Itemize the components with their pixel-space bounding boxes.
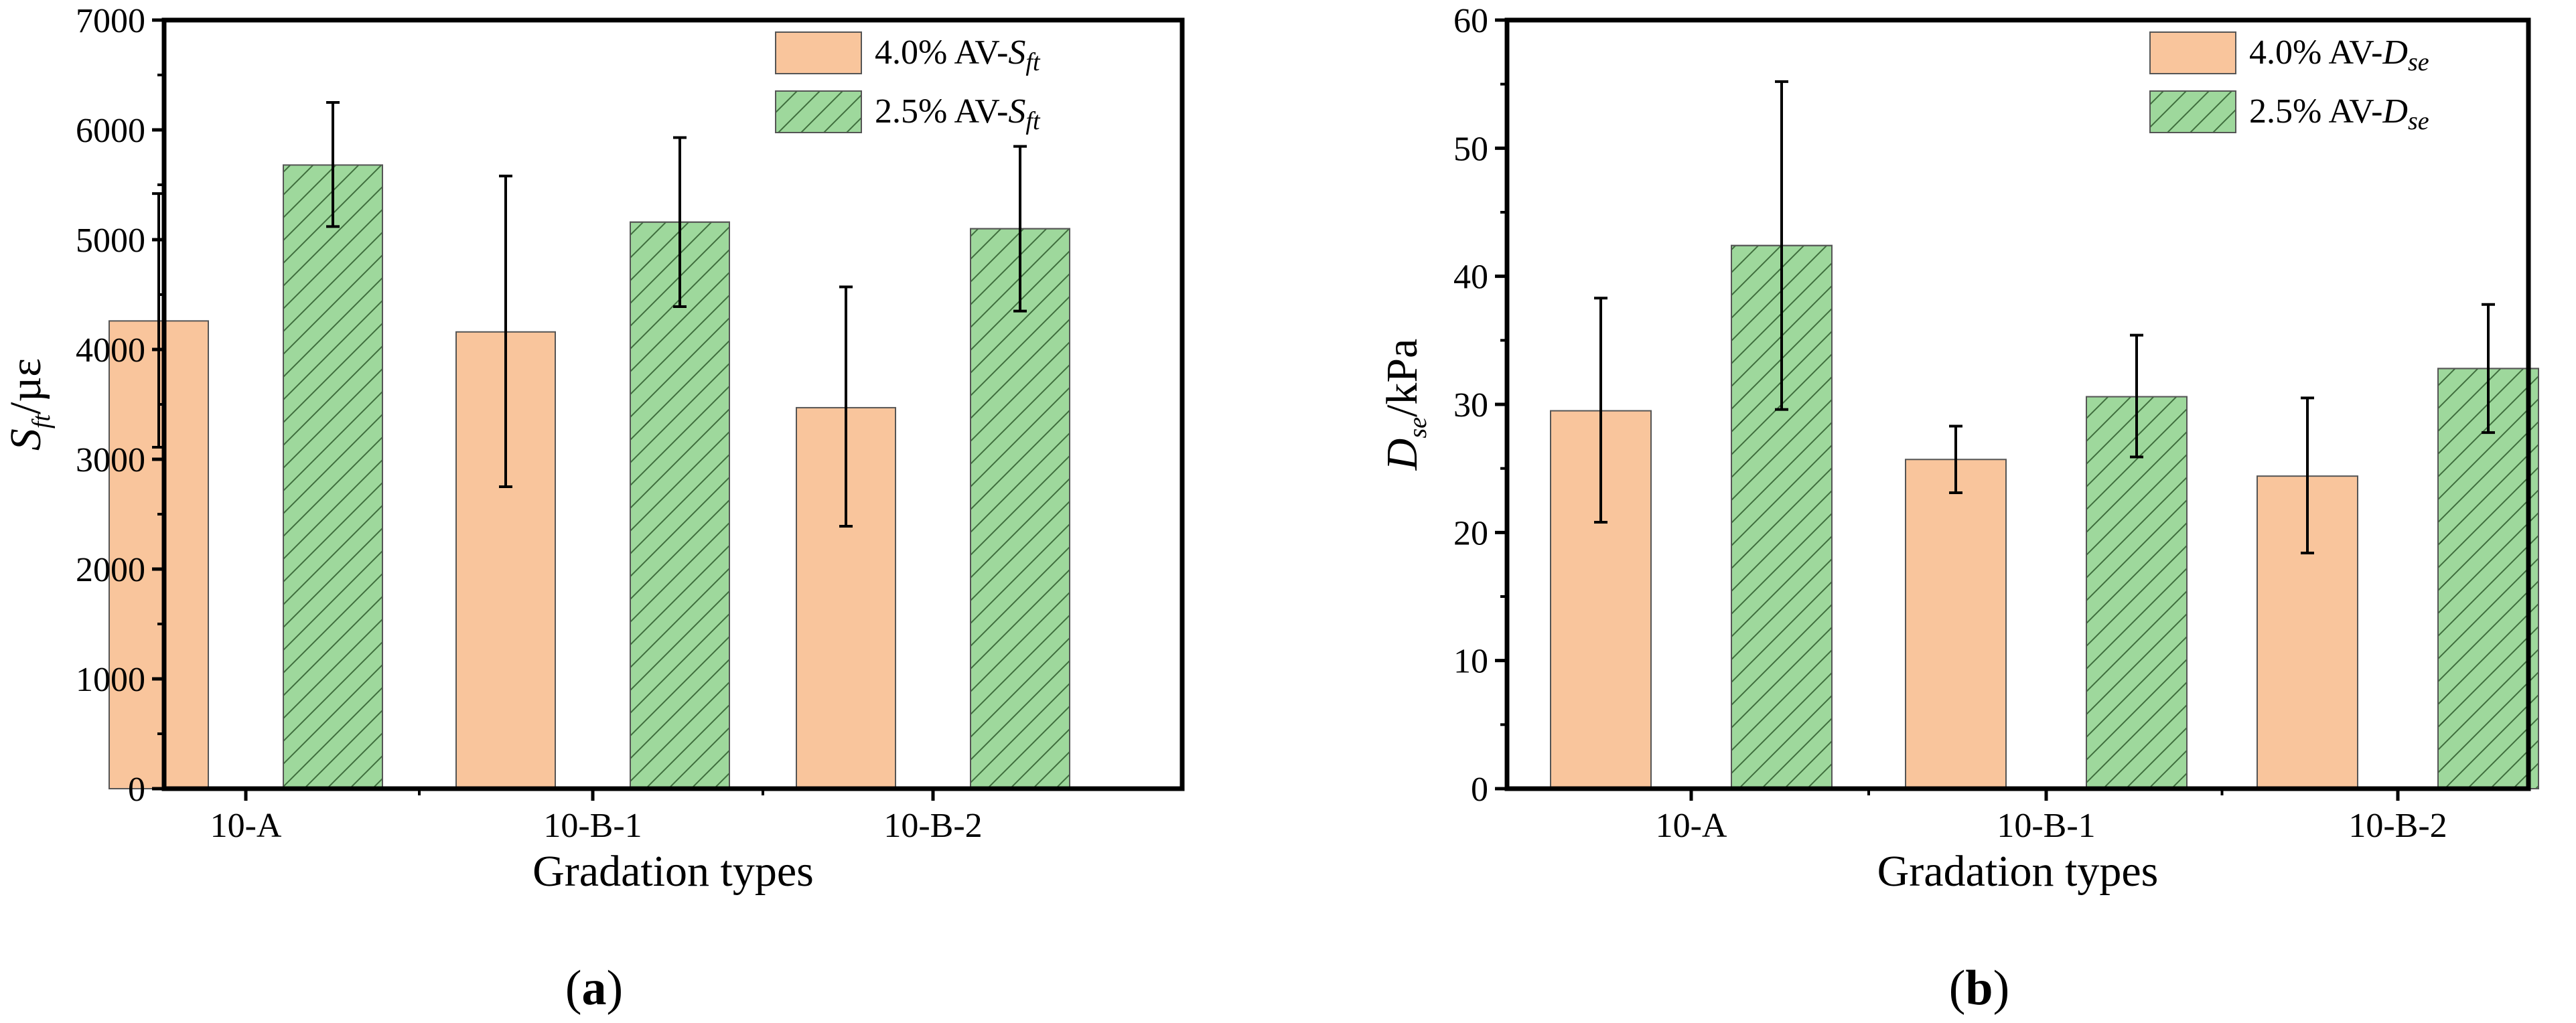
y-tick-label: 3000 bbox=[76, 441, 145, 479]
legend-swatch-4pct-a bbox=[775, 31, 862, 74]
x-axis-ticks-b: 10-A 10-B-1 10-B-2 bbox=[1656, 789, 2447, 845]
error-bar-2pct-10-A bbox=[1775, 80, 1788, 411]
y-tick-label: 5000 bbox=[76, 222, 145, 260]
y-tick-label: 10 bbox=[1453, 643, 1488, 681]
error-bars-b bbox=[1594, 80, 2495, 554]
y-axis-ticks-a: 0 1000 2000 3000 4000 5000 6000 7000 bbox=[76, 2, 164, 809]
bar-hatch-10-A bbox=[283, 164, 383, 790]
x-tick-label-10-B-2: 10-B-2 bbox=[883, 807, 982, 845]
error-bar-2pct-10-B-1 bbox=[673, 136, 687, 309]
y-tick-label: 1000 bbox=[76, 661, 145, 699]
bar-hatch-10-B-1 bbox=[630, 221, 730, 789]
y-axis-ticks-b: 0 10 20 30 40 50 60 bbox=[1453, 2, 1507, 809]
x-axis-ticks-a: 10-A 10-B-1 10-B-2 bbox=[210, 789, 983, 845]
legend-hatch bbox=[2149, 90, 2236, 133]
legend-label-4pct-a: 4.0% AV-Sft bbox=[875, 33, 1041, 76]
legend-a: 4.0% AV-Sft 2.5% AV-Sft bbox=[775, 31, 1041, 135]
y-tick-label: 40 bbox=[1453, 258, 1488, 297]
error-bar-4pct-10-B-2 bbox=[2301, 396, 2314, 554]
x-tick-label-10-A: 10-A bbox=[210, 807, 282, 845]
error-bar-4pct-10-B-1 bbox=[499, 174, 512, 488]
error-bar-4pct-10-B-1 bbox=[1949, 424, 1962, 495]
x-axis-label-a: Gradation types bbox=[532, 847, 814, 896]
chart-panel-b: 0 10 20 30 40 50 60 10-A 10-B-1 10-B-2 Gradation… bbox=[1378, 2, 2539, 1016]
error-bar-2pct-10-B-2 bbox=[1013, 145, 1027, 313]
chart-panel-a: 0 1000 2000 3000 4000 5000 6000 7000 10-A 10-B-1… bbox=[1, 2, 1185, 1016]
x-axis-label-b: Gradation types bbox=[1877, 847, 2159, 896]
error-bar-4pct-10-A bbox=[1594, 297, 1607, 524]
legend-hatch bbox=[775, 90, 862, 133]
legend-label-2pct-b: 2.5% AV-Dse bbox=[2249, 92, 2429, 135]
y-tick-label: 20 bbox=[1453, 514, 1488, 552]
legend-label-4pct-b: 4.0% AV-Dse bbox=[2249, 33, 2429, 76]
y-tick-label: 60 bbox=[1453, 2, 1488, 40]
y-tick-label: 4000 bbox=[76, 331, 145, 370]
x-tick-label-10-A: 10-A bbox=[1656, 807, 1727, 845]
error-bar-2pct-10-B-2 bbox=[2482, 303, 2495, 435]
legend-b: 4.0% AV-Dse 2.5% AV-Dse bbox=[2149, 31, 2429, 135]
y-tick-label: 0 bbox=[128, 771, 145, 809]
y-tick-label: 6000 bbox=[76, 112, 145, 150]
bars-a bbox=[109, 164, 1070, 790]
panel-label-b: (b) bbox=[1949, 961, 2009, 1016]
y-tick-label: 0 bbox=[1471, 771, 1488, 809]
legend-label-2pct-a: 2.5% AV-Sft bbox=[875, 92, 1041, 135]
error-bar-4pct-10-B-2 bbox=[839, 285, 853, 528]
y-tick-label: 7000 bbox=[76, 2, 145, 40]
error-bar-2pct-10-A bbox=[326, 101, 340, 228]
bars-b bbox=[1550, 244, 2539, 790]
error-bar-2pct-10-B-1 bbox=[2130, 333, 2143, 459]
panel-label-a: (a) bbox=[565, 961, 623, 1016]
legend-swatch-4pct-b bbox=[2149, 31, 2236, 74]
y-tick-label: 50 bbox=[1453, 130, 1488, 168]
y-axis-label-a: Sft/µε bbox=[1, 358, 56, 451]
bar-4pct-10-B-1 bbox=[1905, 459, 2007, 789]
plot-frame-b bbox=[1504, 17, 2531, 791]
y-axis-label-b: Dse/kPa bbox=[1378, 339, 1432, 471]
x-tick-label-10-B-1: 10-B-1 bbox=[1997, 807, 2095, 845]
y-tick-label: 2000 bbox=[76, 551, 145, 589]
x-tick-label-10-B-1: 10-B-1 bbox=[543, 807, 642, 845]
x-tick-label-10-B-2: 10-B-2 bbox=[2348, 807, 2447, 845]
y-tick-label: 30 bbox=[1453, 386, 1488, 424]
bar-hatch-10-B-2 bbox=[970, 228, 1070, 790]
